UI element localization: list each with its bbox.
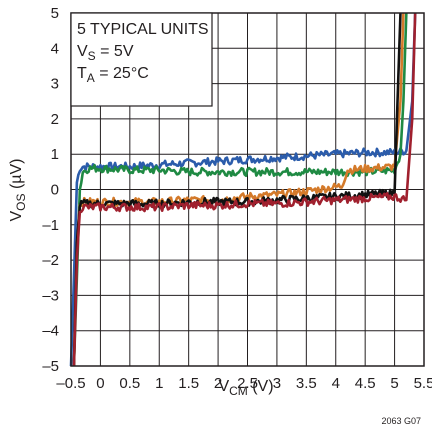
y-tick-label: 4 — [51, 40, 59, 57]
series-line-5 — [72, 12, 417, 367]
y-axis-title: VOS (µV) — [8, 158, 28, 221]
x-tick-label: 4 — [332, 375, 340, 392]
x-tick-label: 4.5 — [355, 375, 376, 392]
plot-frame — [70, 12, 425, 367]
y-tick-label: –2 — [42, 252, 59, 269]
x-tick-labels: –0.5 0 0.5 1 1.5 2 2.5 3 3.5 4 4.5 5 5.5 — [56, 375, 432, 392]
x-tick-label: 5 — [390, 375, 398, 392]
y-tick-labels: –5 –4 –3 –2 –1 0 1 2 3 4 5 — [42, 5, 59, 375]
annotation-box: 5 TYPICAL UNITS VS = 5V TA = 25°C — [70, 12, 213, 107]
x-tick-label: 1.5 — [178, 375, 199, 392]
series-line-4 — [72, 12, 402, 367]
x-tick-label: 1 — [155, 375, 163, 392]
y-tick-label: –5 — [42, 358, 59, 375]
y-tick-label: –3 — [42, 287, 59, 304]
figure-id: 2063 G07 — [381, 416, 421, 426]
y-tick-label: 2 — [51, 111, 59, 128]
x-tick-label: –0.5 — [56, 375, 85, 392]
x-tick-label: 2.5 — [237, 375, 258, 392]
x-tick-label: 2 — [214, 375, 222, 392]
y-tick-label: 5 — [51, 5, 59, 22]
y-tick-label: 3 — [51, 76, 59, 93]
y-tick-label: –4 — [42, 323, 59, 340]
x-tick-label: 0 — [96, 375, 104, 392]
x-tick-label: 0.5 — [119, 375, 140, 392]
x-axis-title: VCM (V) — [218, 378, 273, 398]
y-tick-label: 0 — [51, 182, 59, 199]
x-tick-label: 5.5 — [414, 375, 432, 392]
series-layer — [69, 12, 417, 367]
y-tick-label: 1 — [51, 146, 59, 163]
annotation-units: 5 TYPICAL UNITS — [77, 21, 209, 38]
y-tick-label: –1 — [42, 217, 59, 234]
x-tick-label: 3.5 — [296, 375, 317, 392]
annotation-temperature: TA = 25°C — [77, 65, 149, 85]
annotation-supply: VS = 5V — [77, 43, 134, 63]
x-tick-label: 3 — [273, 375, 281, 392]
